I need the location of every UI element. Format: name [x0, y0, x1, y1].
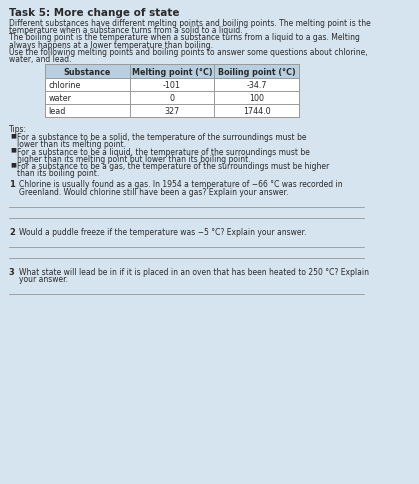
Text: Different substances have different melting points and boiling points. The melti: Different substances have different melt… — [9, 19, 371, 28]
Text: 3: 3 — [9, 268, 15, 276]
Text: water: water — [48, 94, 71, 103]
Text: lower than its melting point.: lower than its melting point. — [17, 140, 126, 149]
Text: your answer.: your answer. — [19, 274, 68, 284]
Text: 2: 2 — [9, 227, 15, 236]
Text: 0: 0 — [169, 94, 174, 103]
Text: For a substance to be a gas, the temperature of the surroundings must be higher: For a substance to be a gas, the tempera… — [17, 162, 329, 171]
Text: Boiling point (°C): Boiling point (°C) — [218, 68, 296, 76]
Text: Task 5: More change of state: Task 5: More change of state — [9, 8, 179, 18]
Text: -34.7: -34.7 — [246, 81, 267, 90]
Text: Would a puddle freeze if the temperature was −5 °C? Explain your answer.: Would a puddle freeze if the temperature… — [19, 227, 306, 236]
Text: 327: 327 — [164, 107, 180, 116]
Text: 100: 100 — [249, 94, 264, 103]
Text: ■: ■ — [11, 147, 17, 152]
Text: always happens at a lower temperature than boiling.: always happens at a lower temperature th… — [9, 41, 213, 49]
Text: Tips:: Tips: — [9, 125, 27, 134]
FancyBboxPatch shape — [45, 65, 299, 79]
Text: For a substance to be a solid, the temperature of the surroundings must be: For a substance to be a solid, the tempe… — [17, 133, 306, 142]
Text: Chlorine is usually found as a gas. In 1954 a temperature of −66 °C was recorded: Chlorine is usually found as a gas. In 1… — [19, 180, 342, 189]
Text: 1744.0: 1744.0 — [243, 107, 271, 116]
Text: than its boiling point.: than its boiling point. — [17, 169, 99, 178]
Text: The boiling point is the temperature when a substance turns from a liquid to a g: The boiling point is the temperature whe… — [9, 33, 360, 42]
Text: Greenland. Would chlorine still have been a gas? Explain your answer.: Greenland. Would chlorine still have bee… — [19, 187, 288, 196]
Text: Melting point (°C): Melting point (°C) — [132, 68, 212, 76]
Text: -101: -101 — [163, 81, 181, 90]
FancyBboxPatch shape — [45, 65, 299, 118]
Text: higher than its melting point but lower than its boiling point.: higher than its melting point but lower … — [17, 154, 251, 164]
Text: ■: ■ — [11, 162, 17, 166]
Text: chlorine: chlorine — [48, 81, 80, 90]
Text: Use the following melting points and boiling points to answer some questions abo: Use the following melting points and boi… — [9, 48, 367, 57]
Text: temperature when a substance turns from a solid to a liquid.: temperature when a substance turns from … — [9, 26, 243, 35]
Text: lead: lead — [48, 107, 66, 116]
Text: 1: 1 — [9, 180, 15, 189]
Text: ■: ■ — [11, 133, 17, 138]
Text: For a substance to be a liquid, the temperature of the surroundings must be: For a substance to be a liquid, the temp… — [17, 147, 310, 156]
Text: Substance: Substance — [63, 68, 111, 76]
Text: water, and lead.: water, and lead. — [9, 55, 71, 64]
Text: What state will lead be in if it is placed in an oven that has been heated to 25: What state will lead be in if it is plac… — [19, 268, 369, 276]
